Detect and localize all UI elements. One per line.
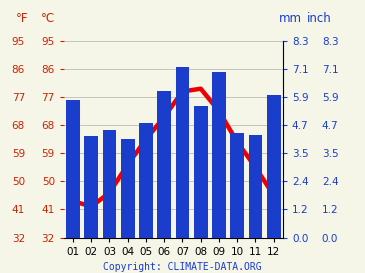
Bar	[267, 95, 281, 238]
Bar	[249, 135, 262, 238]
Text: Copyright: CLIMATE-DATA.ORG: Copyright: CLIMATE-DATA.ORG	[103, 262, 262, 272]
Bar	[212, 72, 226, 238]
Bar	[66, 100, 80, 238]
Text: inch: inch	[307, 11, 332, 25]
Bar	[157, 91, 171, 238]
Text: °C: °C	[41, 11, 54, 25]
Bar	[176, 67, 189, 238]
Text: °F: °F	[16, 11, 28, 25]
Bar	[121, 139, 135, 238]
Text: mm: mm	[278, 11, 302, 25]
Bar	[84, 136, 98, 238]
Bar	[230, 133, 244, 238]
Bar	[139, 123, 153, 238]
Bar	[194, 106, 208, 238]
Bar	[103, 130, 116, 238]
